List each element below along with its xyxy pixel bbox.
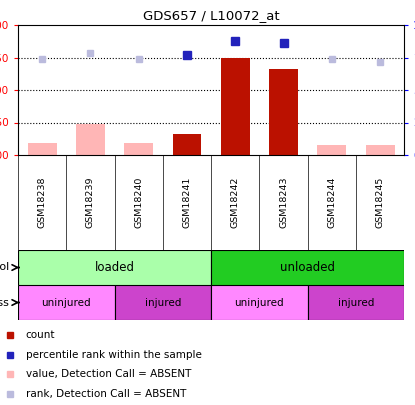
Text: GSM18240: GSM18240 [134,177,143,228]
Title: GDS657 / L10072_at: GDS657 / L10072_at [143,9,279,22]
Text: loaded: loaded [95,261,134,274]
Bar [124,143,153,155]
Bar [173,134,201,155]
Bar [211,285,308,320]
Text: rank, Detection Call = ABSENT: rank, Detection Call = ABSENT [26,389,186,399]
Text: GSM18244: GSM18244 [327,177,336,228]
Text: count: count [26,330,55,339]
Text: GSM18239: GSM18239 [86,177,95,228]
Bar [317,145,346,155]
Bar [269,68,298,155]
Text: unloaded: unloaded [280,261,335,274]
Text: injured: injured [338,298,374,307]
Text: uninjured: uninjured [42,298,91,307]
Text: GSM18242: GSM18242 [231,177,240,228]
Bar [366,145,395,155]
Bar [28,143,57,155]
Text: injured: injured [145,298,181,307]
Text: value, Detection Call = ABSENT: value, Detection Call = ABSENT [26,369,191,379]
Bar [211,250,404,285]
Bar [18,250,211,285]
Text: percentile rank within the sample: percentile rank within the sample [26,350,202,360]
Text: stress: stress [0,298,10,307]
Bar [308,285,404,320]
Text: GSM18245: GSM18245 [376,177,385,228]
Bar [18,285,115,320]
Bar [76,124,105,155]
Text: uninjured: uninjured [234,298,284,307]
Text: GSM18238: GSM18238 [38,177,47,228]
Text: GSM18243: GSM18243 [279,177,288,228]
Text: GSM18241: GSM18241 [183,177,191,228]
Text: protocol: protocol [0,262,10,273]
Bar [115,285,211,320]
Bar [221,58,250,155]
